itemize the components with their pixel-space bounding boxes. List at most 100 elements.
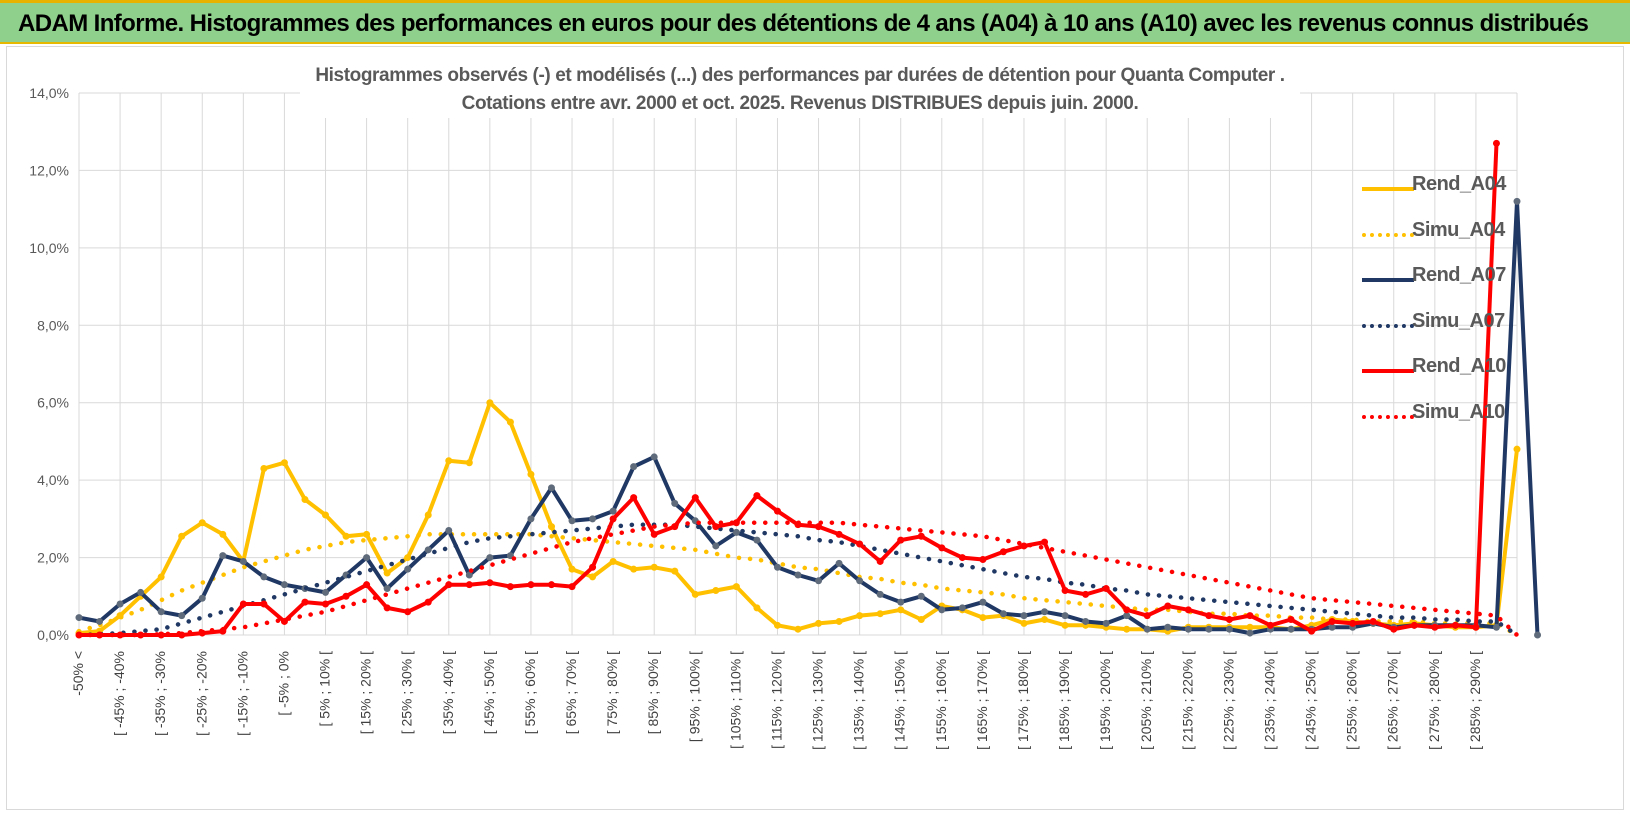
data-point-rend-a10 bbox=[1390, 625, 1398, 633]
data-point-rend-a10 bbox=[239, 600, 247, 608]
data-point-rend-a07 bbox=[1513, 197, 1521, 205]
data-point-rend-a10 bbox=[979, 556, 987, 564]
x-tick-label: [ 225% ; 230% [ bbox=[1220, 651, 1236, 750]
data-point-rend-a04 bbox=[383, 569, 391, 577]
data-point-rend-a10 bbox=[486, 579, 494, 587]
data-point-rend-a04 bbox=[1513, 445, 1521, 453]
data-point-rend-a10 bbox=[1369, 617, 1377, 625]
data-point-rend-a07 bbox=[671, 499, 679, 507]
data-point-rend-a10 bbox=[876, 557, 884, 565]
data-point-rend-a07 bbox=[650, 453, 658, 461]
data-point-rend-a10 bbox=[958, 554, 966, 562]
data-point-rend-a04 bbox=[424, 511, 432, 519]
data-point-rend-a10 bbox=[322, 600, 330, 608]
data-point-rend-a10 bbox=[650, 530, 658, 538]
data-point-rend-a10 bbox=[1143, 612, 1151, 620]
legend-label-simu-a04: Simu_A04 bbox=[1412, 218, 1505, 241]
data-point-rend-a07 bbox=[1164, 623, 1172, 631]
data-point-rend-a10 bbox=[917, 532, 925, 540]
data-point-rend-a07 bbox=[1205, 625, 1213, 633]
data-point-rend-a07 bbox=[1328, 623, 1336, 631]
data-point-rend-a04 bbox=[671, 567, 679, 575]
x-tick-label: [ 195% ; 200% [ bbox=[1097, 651, 1113, 750]
legend-swatch-simu-a04 bbox=[1362, 232, 1414, 237]
data-point-rend-a04 bbox=[876, 610, 884, 618]
data-point-rend-a10 bbox=[260, 600, 268, 608]
data-point-rend-a07 bbox=[630, 463, 638, 471]
data-point-rend-a07 bbox=[137, 588, 145, 596]
data-point-rend-a07 bbox=[815, 577, 823, 585]
x-tick-label: [ 215% ; 220% [ bbox=[1179, 651, 1195, 750]
data-point-rend-a07 bbox=[999, 610, 1007, 618]
data-point-rend-a07 bbox=[732, 528, 740, 536]
data-point-rend-a04 bbox=[465, 459, 473, 467]
chart-title-line2: Cotations entre avr. 2000 et oct. 2025. … bbox=[461, 93, 1139, 114]
data-point-rend-a10 bbox=[1431, 623, 1439, 631]
data-point-rend-a10 bbox=[1225, 616, 1233, 624]
data-point-rend-a04 bbox=[773, 621, 781, 629]
data-point-rend-a07 bbox=[178, 612, 186, 620]
x-tick-label: [ -15% ; -10% bbox=[234, 651, 250, 736]
data-point-rend-a10 bbox=[1020, 542, 1028, 550]
data-point-rend-a10 bbox=[280, 617, 288, 625]
data-point-rend-a07 bbox=[547, 484, 555, 492]
data-point-rend-a07 bbox=[1287, 625, 1295, 633]
data-point-rend-a10 bbox=[506, 583, 514, 591]
data-point-rend-a07 bbox=[96, 617, 104, 625]
data-point-rend-a04 bbox=[280, 459, 288, 467]
page-title: ADAM Informe. Histogrammes des performan… bbox=[18, 10, 1589, 37]
data-point-rend-a07 bbox=[1143, 625, 1151, 633]
chart-frame bbox=[6, 46, 1624, 810]
x-tick-label: [ 65% ; 70% [ bbox=[563, 651, 579, 734]
data-point-rend-a07 bbox=[424, 546, 432, 554]
data-point-rend-a07 bbox=[404, 565, 412, 573]
legend-label-rend-a04: Rend_A04 bbox=[1412, 173, 1506, 195]
data-point-rend-a04 bbox=[301, 496, 309, 503]
data-point-rend-a07 bbox=[1041, 608, 1049, 616]
legend-item-rend-a04: Rend_A04 bbox=[1350, 165, 1510, 211]
data-point-rend-a04 bbox=[506, 418, 514, 426]
data-point-rend-a04 bbox=[794, 625, 802, 633]
header-bar: ADAM Informe. Histogrammes des performan… bbox=[0, 0, 1630, 44]
data-point-rend-a07 bbox=[1082, 617, 1090, 625]
data-point-rend-a07 bbox=[1534, 631, 1542, 639]
data-point-rend-a04 bbox=[486, 399, 494, 407]
data-point-rend-a07 bbox=[1225, 625, 1233, 633]
data-point-rend-a07 bbox=[1020, 612, 1028, 620]
x-tick-label: [ -25% ; -20% bbox=[193, 651, 209, 736]
data-point-rend-a07 bbox=[75, 614, 83, 622]
data-point-rend-a10 bbox=[116, 631, 124, 639]
data-point-rend-a04 bbox=[1041, 616, 1049, 624]
data-point-rend-a04 bbox=[917, 616, 925, 624]
x-tick-label: [ 5% ; 10% [ bbox=[317, 651, 333, 727]
y-tick-label: 14,0% bbox=[29, 85, 69, 101]
series-line-rend-a10 bbox=[79, 143, 1499, 637]
data-point-rend-a07 bbox=[116, 600, 124, 608]
x-tick-label: [ 75% ; 80% [ bbox=[604, 651, 620, 734]
data-point-rend-a07 bbox=[1102, 619, 1110, 627]
data-point-rend-a07 bbox=[609, 507, 617, 515]
data-point-rend-a07 bbox=[794, 571, 802, 579]
data-point-rend-a07 bbox=[219, 552, 227, 560]
legend-label-simu-a10: Simu_A10 bbox=[1412, 400, 1505, 423]
data-point-rend-a07 bbox=[958, 604, 966, 612]
data-point-rend-a10 bbox=[856, 540, 864, 548]
x-tick-label: [ 265% ; 270% [ bbox=[1385, 651, 1401, 750]
data-point-rend-a10 bbox=[1308, 627, 1316, 635]
data-point-rend-a10 bbox=[465, 581, 473, 589]
data-point-rend-a04 bbox=[1061, 621, 1069, 629]
data-point-rend-a04 bbox=[691, 590, 699, 598]
data-point-rend-a10 bbox=[609, 515, 617, 523]
data-point-rend-a04 bbox=[856, 612, 864, 620]
data-point-rend-a07 bbox=[897, 598, 905, 606]
series-line-simu-a04 bbox=[76, 532, 1520, 638]
legend-item-simu-a07: Simu_A07 bbox=[1350, 302, 1510, 348]
data-point-rend-a04 bbox=[609, 557, 617, 565]
data-point-rend-a07 bbox=[322, 588, 330, 596]
data-point-rend-a10 bbox=[383, 604, 391, 612]
data-point-rend-a10 bbox=[1082, 590, 1090, 598]
x-tick-label: [ 185% ; 190% [ bbox=[1056, 651, 1072, 750]
y-tick-label: 12,0% bbox=[29, 162, 69, 178]
x-tick-label: [ 125% ; 130% [ bbox=[810, 651, 826, 750]
chart-legend: Rend_A04 Simu_A04 Rend_A07 Simu_A07 Rend_A10… bbox=[1350, 165, 1510, 438]
